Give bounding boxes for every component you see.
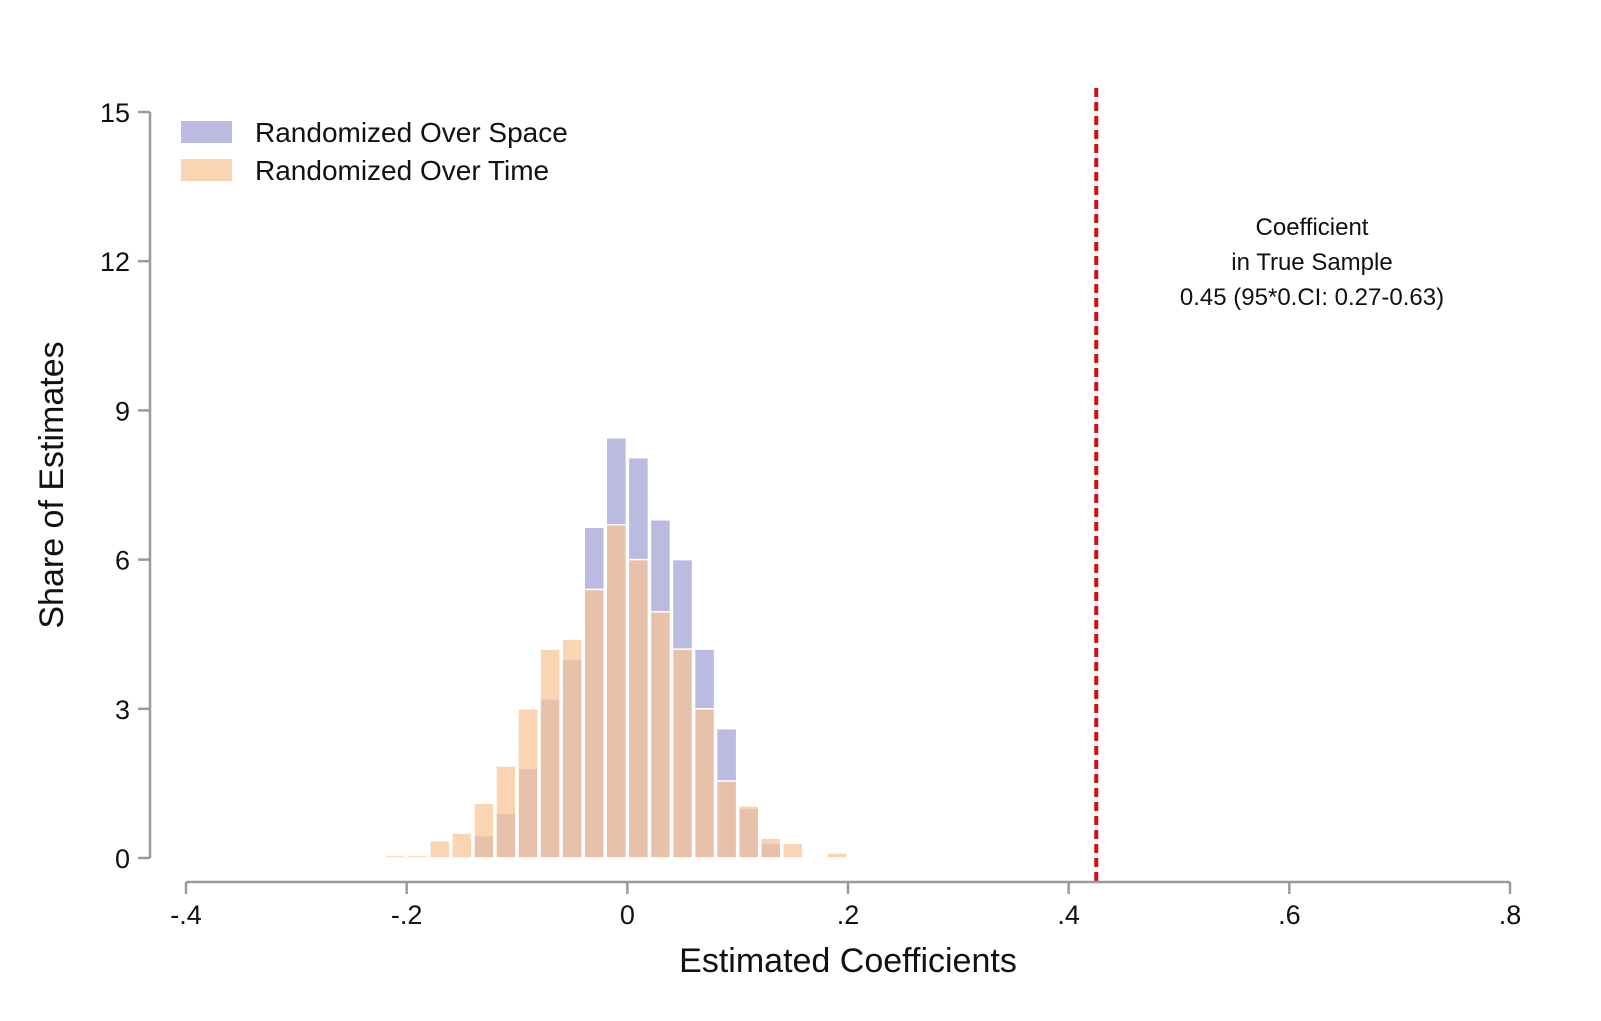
x-tick-label-0: -.4: [170, 900, 202, 930]
x-tick-label-1: -.2: [391, 900, 423, 930]
bar-time-9: [583, 588, 606, 859]
legend-label-space: Randomized Over Space: [255, 117, 568, 148]
bar-time-18: [782, 842, 804, 859]
ticks-layer: 0 3 6 9 12 15 -.4 -.2 0 .2 .4 .6 .8: [100, 98, 1521, 930]
annotation-line-2: in True Sample: [1231, 249, 1392, 276]
bar-time-1: [406, 854, 429, 859]
legend-swatch-time: [181, 159, 232, 181]
bar-time-4: [473, 802, 495, 859]
annotation-line-1: Coefficient: [1256, 214, 1369, 241]
x-axis-title: Estimated Coefficients: [679, 942, 1017, 980]
x-tick-label-2: 0: [620, 900, 635, 930]
bar-time-19: [826, 852, 848, 859]
legend-swatch-space: [181, 121, 232, 143]
x-tick-label-4: .4: [1057, 900, 1080, 930]
y-tick-label-4: 12: [100, 247, 130, 277]
bar-time-17: [759, 837, 782, 859]
legend: Randomized Over Space Randomized Over Ti…: [181, 117, 568, 186]
bar-time-12: [649, 611, 672, 859]
y-tick-label-0: 0: [115, 844, 130, 874]
y-tick-label-5: 15: [100, 98, 130, 128]
y-tick-label-2: 6: [115, 546, 130, 576]
bar-time-14: [693, 708, 716, 859]
bars-layer: [384, 437, 848, 859]
bar-time-2: [428, 839, 451, 859]
y-tick-label-3: 9: [115, 396, 130, 426]
bar-time-16: [737, 805, 760, 859]
x-tick-label-6: .8: [1499, 900, 1522, 930]
x-tick-label-5: .6: [1278, 900, 1301, 930]
true-coefficient-annotation: Coefficient in True Sample 0.45 (95*0.CI…: [1180, 214, 1444, 311]
bar-time-10: [605, 524, 628, 859]
bar-time-7: [539, 648, 561, 859]
bar-time-8: [561, 638, 583, 859]
bar-time-3: [451, 832, 473, 859]
legend-label-time: Randomized Over Time: [255, 155, 549, 186]
annotation-line-3: 0.45 (95*0.CI: 0.27-0.63): [1180, 284, 1444, 311]
y-tick-label-1: 3: [115, 695, 130, 725]
bar-time-0: [384, 854, 407, 859]
bar-time-15: [715, 780, 738, 859]
x-tick-label-3: .2: [837, 900, 860, 930]
bar-time-5: [495, 765, 517, 859]
y-axis-title: Share of Estimates: [33, 341, 71, 628]
bar-time-11: [627, 558, 650, 859]
bar-time-6: [517, 708, 539, 859]
bar-time-13: [671, 648, 694, 859]
